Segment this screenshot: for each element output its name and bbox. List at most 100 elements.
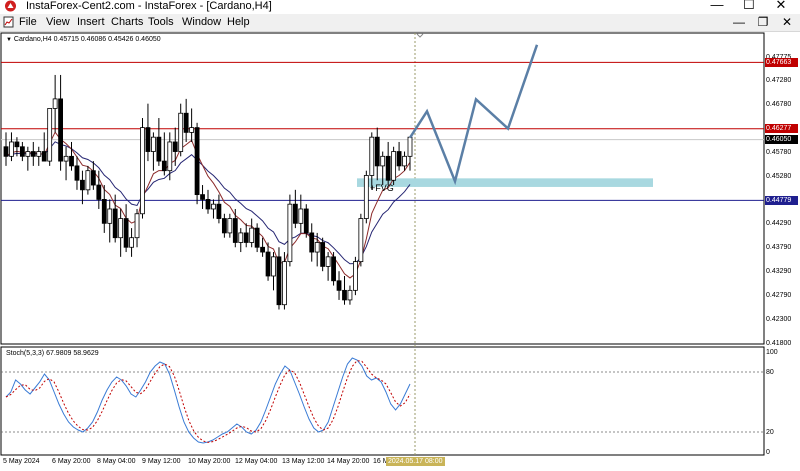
price-tick-label: 0.42300 [766,315,792,323]
chart-close-button[interactable]: ✕ [781,15,793,29]
price-tick-label: 0.42790 [766,292,792,300]
candle-bull [211,203,216,210]
price-tick-label: 0.41800 [766,339,792,347]
price-tick-label: 0.44290 [766,220,792,228]
price-level-tag: 0.44779 [765,195,798,205]
dropdown-triangle-icon[interactable]: ▼ [6,37,12,43]
chart-minimize-button[interactable]: — [733,15,745,29]
time-tick-label: 5 May 2024 [3,458,40,465]
candle-bull [353,261,358,291]
candle-bear [254,227,260,248]
candle-bear [260,246,265,253]
indicator-tick-label: 20 [766,428,774,436]
time-tick-label: 16 M [373,458,389,465]
candle-bull [167,141,173,172]
candle-bull [380,155,386,167]
time-tick-label: 8 May 04:00 [97,458,136,465]
candle-bull [391,151,397,181]
candle-bear [243,232,249,243]
candle-bear [101,199,107,224]
candle-bear [276,256,282,306]
candle-bull [129,237,134,248]
candle-bear [96,184,102,200]
candle-bull [314,242,320,253]
candle-bear [3,146,9,157]
candle-bull [325,256,331,267]
candle-bull [347,289,353,301]
candle-bear [216,203,222,219]
menu-charts[interactable]: Charts [111,16,144,28]
candle-bear [156,136,162,162]
candle-bear [172,141,178,152]
window-minimize-button[interactable]: — [710,0,724,12]
candle-bear [145,127,151,152]
title-bar: InstaForex-Cent2.com - InstaForex - [Car… [0,0,800,14]
time-tick-label: 14 May 20:00 [327,458,370,465]
candle-bull [189,127,195,133]
menu-window[interactable]: Window [182,16,222,28]
price-tick-label: 0.43290 [766,268,792,276]
candle-bull [151,136,156,152]
price-level-tag: 0.47663 [765,57,798,67]
candle-bull [63,155,69,162]
chart-shift-marker-icon[interactable] [416,33,424,38]
menu-view[interactable]: View [46,16,70,28]
candle-bull [47,108,53,162]
candle-bear [320,242,326,267]
chart-restore-button[interactable]: ❐ [757,15,769,29]
moving-average-slow [5,141,411,265]
candle-bull [178,112,184,152]
candle-bear [161,160,167,172]
indicator-info: Stoch(5,3,3) 67.9809 58.9629 [6,350,99,357]
time-tick-label: 13 May 12:00 [282,458,325,465]
candle-bear [194,127,200,196]
candle-bear [123,218,129,248]
menu-help[interactable]: Help [227,16,250,28]
indicator-plot-frame [0,346,765,456]
candle-bear [309,232,315,253]
stochastic-signal-line [5,360,411,443]
price-tick-label: 0.45780 [766,148,792,156]
chart-symbol-info: ▼ Cardano,H4 0.45715 0.46086 0.45426 0.4… [6,35,161,45]
menu-tools[interactable]: Tools [148,16,174,28]
candle-bear [221,218,227,234]
price-tick-label: 0.46780 [766,101,792,109]
symbol-ohlc-text: Cardano,H4 0.45715 0.46086 0.45426 0.460… [13,36,161,43]
candle-bear [396,151,402,167]
window-close-button[interactable]: ✕ [775,0,787,12]
candle-bear [69,155,74,167]
candle-bear [30,151,36,157]
candle-bear [80,179,85,191]
candle-bull [238,232,244,243]
candle-bull [402,155,407,167]
window-maximize-button[interactable]: ☐ [743,0,755,12]
indicator-tick-label: 0 [766,448,770,456]
candle-bear [342,289,347,301]
menu-insert[interactable]: Insert [77,16,105,28]
candle-bear [19,146,25,157]
candle-bull [287,203,293,263]
price-level-tag: 0.46277 [765,124,798,134]
candle-bull [407,136,413,157]
candle-bear [336,280,342,291]
candle-bear [183,112,189,133]
candle-bull [52,98,58,109]
chart-area[interactable] [0,32,800,471]
candle-bear [385,155,391,181]
chart-window-icon[interactable] [3,16,14,28]
candle-bull [363,175,369,219]
time-tick-label: 10 May 20:00 [188,458,231,465]
menu-file[interactable]: File [19,16,37,28]
price-tick-label: 0.47775 [765,53,798,62]
forecast-path [408,44,539,186]
candle-bear [14,141,20,148]
candle-bear [112,208,118,239]
candle-bull [282,261,287,306]
candle-bear [205,199,211,210]
candle-bear [292,203,298,224]
candle-bull [25,151,31,157]
candle-bull [85,170,91,191]
window-title: InstaForex-Cent2.com - InstaForex - [Car… [26,0,272,12]
candle-bull [140,127,145,215]
